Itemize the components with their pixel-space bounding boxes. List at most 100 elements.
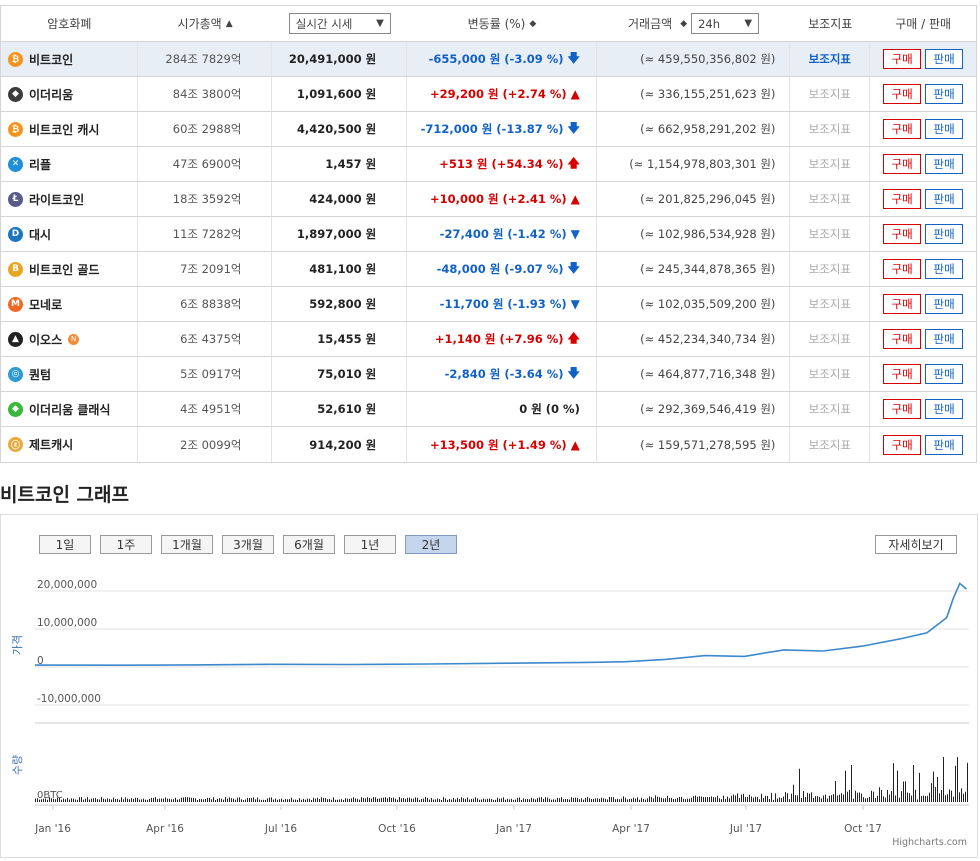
coin-name-cell[interactable]: B 비트코인 골드: [1, 252, 138, 286]
volume-bar: [829, 795, 830, 802]
volume-bar: [317, 797, 318, 802]
sell-button[interactable]: 판매: [925, 364, 964, 384]
sell-button[interactable]: 판매: [925, 189, 964, 209]
coin-name[interactable]: 라이트코인: [29, 192, 85, 207]
sell-button[interactable]: 판매: [925, 329, 964, 349]
coin-name-cell[interactable]: D 대시: [1, 217, 138, 251]
coin-name[interactable]: 이오스: [29, 332, 63, 347]
buy-button[interactable]: 구매: [883, 189, 922, 209]
volume-bar: [219, 798, 220, 802]
buy-button[interactable]: 구매: [883, 224, 922, 244]
volume-bar: [821, 798, 822, 802]
coin-name-cell[interactable]: ◆ 이더리움 클래식: [1, 392, 138, 426]
indicator-link[interactable]: 보조지표: [808, 52, 851, 66]
sell-button[interactable]: 판매: [925, 154, 964, 174]
sort-icon[interactable]: ◆: [680, 18, 688, 29]
coin-name[interactable]: 비트코인: [29, 52, 74, 67]
indicator-link[interactable]: 보조지표: [808, 122, 851, 136]
volume-bar: [137, 798, 138, 802]
range-button[interactable]: 1일: [39, 535, 91, 554]
indicator-link[interactable]: 보조지표: [808, 437, 851, 452]
coin-name-cell[interactable]: ✕ 리플: [1, 147, 138, 181]
buy-button[interactable]: 구매: [883, 84, 922, 104]
indicator-link[interactable]: 보조지표: [808, 192, 851, 206]
buy-button[interactable]: 구매: [883, 119, 922, 139]
coin-name-cell[interactable]: ◎ 퀀텀: [1, 357, 138, 391]
indicator-link[interactable]: 보조지표: [808, 227, 851, 241]
volume-bar: [753, 797, 754, 802]
coin-name-cell[interactable]: ₿ 비트코인 캐시: [1, 112, 138, 146]
volume-bar: [535, 799, 536, 802]
coin-name[interactable]: 제트캐시: [29, 438, 74, 452]
range-button[interactable]: 6개월: [283, 535, 335, 554]
buy-button[interactable]: 구매: [883, 364, 922, 384]
price: 15,455 원: [272, 322, 408, 356]
coin-name[interactable]: 이더리움: [29, 87, 74, 102]
volume-bar: [621, 798, 622, 802]
coin-name[interactable]: 모네로: [29, 297, 63, 312]
indicator-link[interactable]: 보조지표: [808, 297, 851, 311]
sell-button[interactable]: 판매: [925, 119, 964, 139]
range-button[interactable]: 3개월: [222, 535, 274, 554]
header-change[interactable]: 변동률 (%) ◆: [407, 6, 597, 41]
sort-icon[interactable]: ▲: [225, 18, 233, 29]
range-button[interactable]: 1주: [100, 535, 152, 554]
indicator-link[interactable]: 보조지표: [808, 367, 851, 381]
coin-name-cell[interactable]: ▲ 이오스 N: [1, 322, 138, 356]
coin-name-cell[interactable]: ₿ 비트코인: [1, 42, 138, 76]
volume-bar: [687, 798, 688, 802]
indicator-link[interactable]: 보조지표: [808, 332, 851, 346]
market-cap: 6조 4375억: [138, 322, 273, 356]
indicator-link[interactable]: 보조지표: [808, 262, 851, 276]
sell-button[interactable]: 판매: [925, 224, 964, 244]
buy-button[interactable]: 구매: [883, 294, 922, 314]
table-row[interactable]: D 대시 11조 7282억 1,897,000 원 -27,400 원 (-1…: [1, 217, 976, 252]
buy-button[interactable]: 구매: [883, 259, 922, 279]
table-row[interactable]: ◆ 이더리움 클래식 4조 4951억 52,610 원 0 원 (0 %) (…: [1, 392, 976, 427]
price-select[interactable]: 실시간 시세 ▼: [288, 13, 391, 34]
table-row[interactable]: ⓩ 제트캐시 2조 0099억 914,200 원 +13,500 원 (+1.…: [1, 427, 976, 462]
sell-button[interactable]: 판매: [925, 49, 964, 69]
buy-button[interactable]: 구매: [883, 154, 922, 174]
sell-button[interactable]: 판매: [925, 84, 964, 104]
detail-button[interactable]: 자세히보기: [875, 535, 957, 554]
coin-name-cell[interactable]: M 모네로: [1, 287, 138, 321]
table-row[interactable]: Ł 라이트코인 18조 3592억 424,000 원 +10,000 원 (+…: [1, 182, 976, 217]
indicator-link[interactable]: 보조지표: [808, 402, 851, 416]
coin-name-cell[interactable]: Ł 라이트코인: [1, 182, 138, 216]
table-row[interactable]: ✕ 리플 47조 6900억 1,457 원 +513 원 (+54.34 %)…: [1, 147, 976, 182]
table-row[interactable]: ₿ 비트코인 캐시 60조 2988억 4,420,500 원 -712,000…: [1, 112, 976, 147]
buy-button[interactable]: 구매: [883, 329, 922, 349]
table-row[interactable]: ₿ 비트코인 284조 7829억 20,491,000 원 -655,000 …: [1, 42, 976, 77]
table-row[interactable]: ▲ 이오스 N 6조 4375억 15,455 원 +1,140 원 (+7.9…: [1, 322, 976, 357]
range-button[interactable]: 1년: [344, 535, 396, 554]
range-button[interactable]: 1개월: [161, 535, 213, 554]
coin-name[interactable]: 대시: [29, 227, 52, 242]
header-market-cap[interactable]: 시가총액 ▲: [138, 6, 273, 41]
coin-name[interactable]: 비트코인 캐시: [29, 122, 100, 137]
range-button[interactable]: 2년: [405, 535, 457, 554]
indicator-link[interactable]: 보조지표: [808, 157, 851, 171]
coin-name[interactable]: 비트코인 골드: [29, 262, 100, 277]
table-row[interactable]: M 모네로 6조 8838억 592,800 원 -11,700 원 (-1.9…: [1, 287, 976, 322]
sell-button[interactable]: 판매: [925, 399, 964, 419]
table-row[interactable]: ◎ 퀀텀 5조 0917억 75,010 원 -2,840 원 (-3.64 %…: [1, 357, 976, 392]
coin-name-cell[interactable]: ◆ 이더리움: [1, 77, 138, 111]
coin-name[interactable]: 리플: [29, 157, 52, 172]
indicator-link[interactable]: 보조지표: [808, 87, 851, 101]
volume-bar: [347, 798, 348, 802]
volume-period-select[interactable]: 24h ▼: [691, 13, 760, 34]
sort-icon[interactable]: ◆: [529, 18, 537, 29]
table-row[interactable]: ◆ 이더리움 84조 3800억 1,091,600 원 +29,200 원 (…: [1, 77, 976, 112]
buy-button[interactable]: 구매: [883, 49, 922, 69]
table-row[interactable]: B 비트코인 골드 7조 2091억 481,100 원 -48,000 원 (…: [1, 252, 976, 287]
coin-name-cell[interactable]: ⓩ 제트캐시: [1, 427, 138, 462]
coin-name[interactable]: 퀀텀: [29, 367, 52, 382]
buy-button[interactable]: 구매: [883, 434, 922, 455]
volume-bar: [571, 797, 572, 802]
coin-name[interactable]: 이더리움 클래식: [29, 402, 111, 417]
sell-button[interactable]: 판매: [925, 259, 964, 279]
sell-button[interactable]: 판매: [925, 434, 964, 455]
buy-button[interactable]: 구매: [883, 399, 922, 419]
sell-button[interactable]: 판매: [925, 294, 964, 314]
